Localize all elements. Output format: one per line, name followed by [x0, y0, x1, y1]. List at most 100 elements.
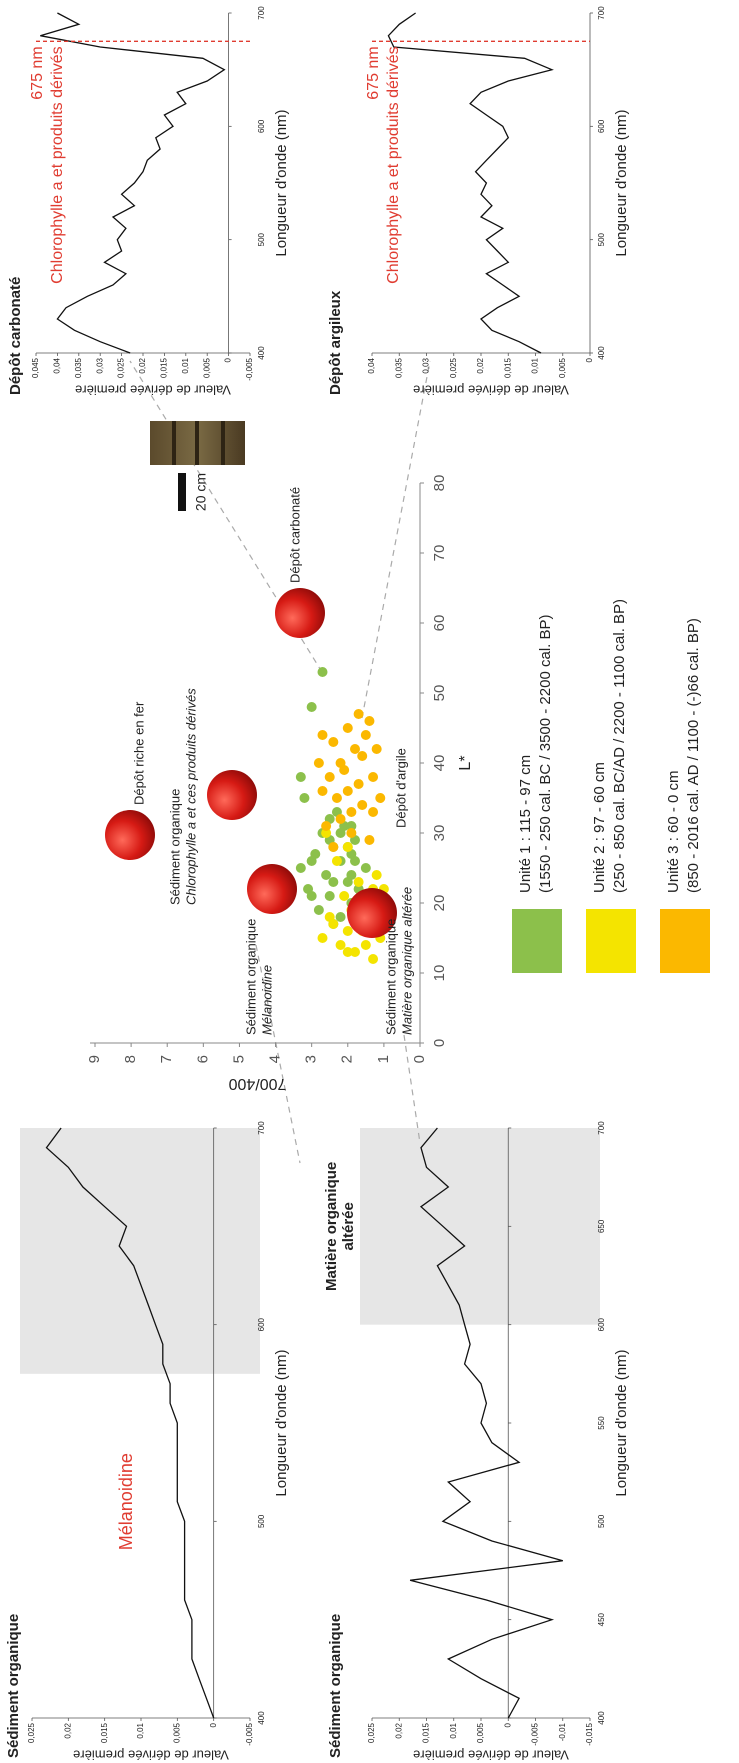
scatter-point — [371, 744, 382, 754]
scatter-point — [324, 772, 335, 782]
scatter-point — [306, 891, 317, 901]
legend-name: Unité 3 : 60 - 0 cm — [665, 770, 682, 893]
marker-annotation: Chlorophylle a et produits dérivés — [385, 46, 402, 283]
y-tick-label: 0 — [224, 357, 233, 362]
legend-swatch — [586, 909, 636, 973]
scatter-point — [357, 800, 368, 810]
y-tick-label: 0,04 — [367, 357, 376, 373]
y-tick-label: 0,015 — [422, 1722, 431, 1743]
y-tick-label: 0,01 — [136, 1722, 145, 1738]
x-tick-label: 500 — [597, 1514, 606, 1528]
sphere-icon — [105, 810, 155, 860]
legend-dates: (1550 - 250 cal. BC / 3500 - 2200 cal. B… — [537, 615, 554, 894]
scatter-point — [346, 821, 357, 831]
x-axis-title: Longueur d'onde (nm) — [273, 109, 290, 256]
y-tick-label: 0,035 — [394, 357, 403, 378]
x-tick-label: 700 — [597, 1121, 606, 1135]
y-tick-label: 0 — [585, 357, 594, 362]
x-tick-label: 400 — [257, 346, 266, 360]
x-tick-label: 700 — [257, 6, 266, 20]
scatter-point — [342, 786, 353, 796]
scatter-point — [350, 744, 360, 754]
y-tick-label: 5 — [230, 1055, 247, 1063]
y-tick-label: -0,005 — [531, 1722, 540, 1745]
scatter-point — [306, 702, 317, 712]
scale-label: 20 cm — [193, 473, 209, 511]
scatter-point — [321, 870, 332, 880]
y-tick-label: 8 — [122, 1055, 139, 1063]
region-label: Chlorophylle a et ces produits dérivés — [183, 688, 198, 905]
scatter-point — [368, 954, 379, 964]
highlight-label: altérée — [340, 1202, 357, 1250]
region-label: Dépôt riche en fer — [131, 701, 146, 805]
y-axis-title: Valeur de dérivée première — [73, 1748, 229, 1763]
scatter-point — [313, 758, 324, 768]
x-tick-label: 700 — [257, 1121, 266, 1135]
x-tick-label: 20 — [431, 895, 448, 912]
x-axis-title: Longueur d'onde (nm) — [273, 1349, 290, 1496]
scatter-point — [306, 856, 317, 866]
scatter-point — [346, 870, 357, 880]
y-tick-label: 0,015 — [503, 357, 512, 378]
core-band — [172, 421, 176, 465]
legend-dates: (850 - 2016 cal. AD / 1100 - (-)66 cal. … — [685, 618, 702, 893]
y-tick-label: 0,02 — [394, 1722, 403, 1738]
y-tick-label: 7 — [158, 1055, 175, 1063]
x-tick-label: 10 — [431, 965, 448, 982]
connector — [255, 944, 301, 1164]
y-tick-label: 0,005 — [172, 1722, 181, 1743]
scatter-point — [364, 835, 375, 845]
y-tick-label: 0,01 — [449, 1722, 458, 1738]
region-label: Matière organique altérée — [399, 887, 414, 1035]
x-tick-label: 500 — [257, 1514, 266, 1528]
x-axis-title: Longueur d'onde (nm) — [613, 1349, 630, 1496]
sphere-icon — [247, 864, 297, 914]
legend-swatch — [660, 909, 710, 973]
y-axis-title: Valeur de dérivée première — [75, 383, 231, 398]
highlight-band — [20, 1128, 260, 1374]
scatter-point — [335, 940, 346, 950]
scatter-point — [364, 716, 375, 726]
x-tick-label: 450 — [597, 1612, 606, 1626]
scatter-point — [321, 828, 332, 838]
scatter-point — [331, 856, 342, 866]
spectrum-line — [387, 12, 554, 354]
panel-annotation: Mélanoidine — [116, 1453, 136, 1550]
x-tick-label: 50 — [431, 685, 448, 702]
panel-title: Dépôt carbonaté — [7, 277, 24, 395]
y-tick-label: 0 — [503, 1722, 512, 1727]
region-label: Dépôt carbonaté — [287, 487, 302, 583]
y-tick-label: 0,03 — [422, 357, 431, 373]
y-tick-label: 2 — [339, 1055, 356, 1063]
y-axis-title: Valeur de dérivée première — [413, 383, 569, 398]
y-tick-label: 9 — [86, 1055, 103, 1063]
spectrum-line — [40, 12, 226, 354]
connector — [361, 360, 431, 719]
scatter-point — [353, 709, 364, 719]
spectrum-line — [409, 1127, 563, 1719]
y-tick-label: -0,005 — [245, 357, 254, 380]
highlight-label: Matière organique — [323, 1162, 340, 1291]
spectrum-line — [45, 1127, 215, 1719]
scatter-point — [342, 926, 353, 936]
x-tick-label: 550 — [597, 1416, 606, 1430]
x-tick-label: 700 — [597, 6, 606, 20]
core-band — [221, 421, 225, 465]
y-tick-label: 0 — [411, 1055, 428, 1063]
highlight-band — [360, 1127, 600, 1325]
y-tick-label: 4 — [267, 1055, 284, 1063]
x-tick-label: 500 — [597, 232, 606, 246]
y-tick-label: 0,04 — [53, 357, 62, 373]
panel-title: Sédiment organique — [327, 1614, 344, 1758]
legend-swatch — [512, 909, 562, 973]
scatter-point — [342, 947, 353, 957]
x-tick-label: 80 — [431, 475, 448, 492]
scatter-point — [299, 793, 310, 803]
legend-dates: (250 - 850 cal. BC/AD / 2200 - 1100 cal.… — [611, 599, 628, 893]
marker-annotation: Chlorophylle a et produits dérivés — [49, 46, 66, 283]
x-tick-label: 400 — [597, 1711, 606, 1725]
y-tick-label: 0,005 — [476, 1722, 485, 1743]
y-tick-label: 0,025 — [27, 1722, 36, 1743]
legend-name: Unité 1 : 115 - 97 cm — [517, 755, 534, 893]
